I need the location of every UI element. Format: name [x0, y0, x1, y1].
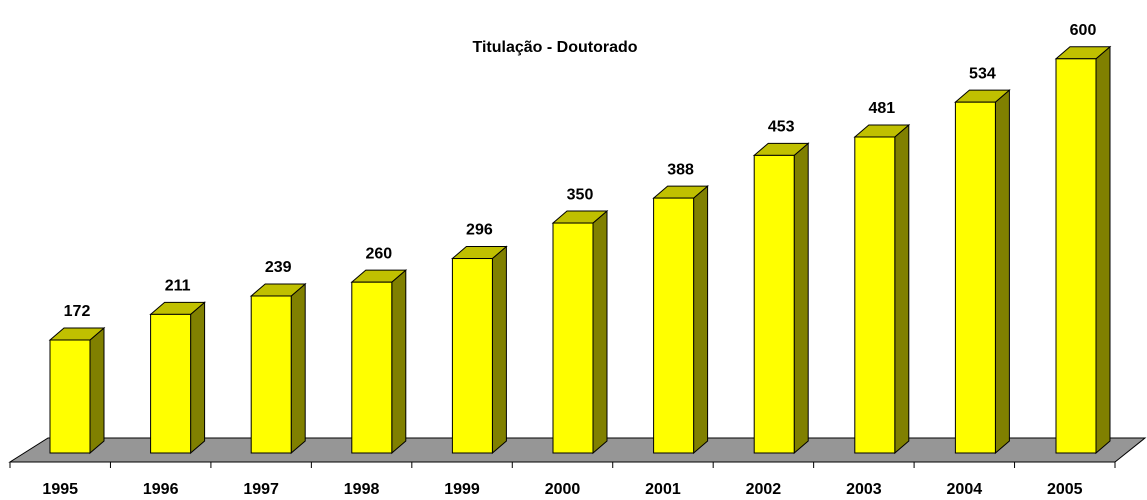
- chart-title: Titulação - Doutorado: [472, 39, 637, 56]
- bar-side: [693, 184, 709, 455]
- bar-side: [994, 89, 1010, 455]
- x-tick-label: 2004: [947, 481, 983, 498]
- data-label: 239: [265, 259, 292, 276]
- data-label: 260: [365, 245, 392, 262]
- data-label: 296: [466, 222, 493, 239]
- x-tick-label: 1999: [444, 481, 480, 498]
- bar: [1055, 58, 1097, 454]
- data-label: 481: [868, 100, 895, 117]
- x-tick-label: 2002: [746, 481, 782, 498]
- data-label: 453: [768, 119, 795, 136]
- data-label: 211: [165, 278, 191, 295]
- x-tick-label: 2001: [645, 481, 681, 498]
- bar: [552, 222, 594, 454]
- bar-side: [190, 301, 206, 455]
- bar-side: [491, 245, 507, 455]
- bar-side: [1095, 45, 1111, 455]
- bar: [451, 258, 493, 454]
- data-label: 534: [969, 65, 996, 82]
- bar-side: [793, 142, 809, 455]
- bar-side: [89, 326, 105, 455]
- x-tick-label: 1998: [344, 481, 380, 498]
- bar: [351, 281, 393, 454]
- x-tick-label: 2005: [1047, 481, 1083, 498]
- bar: [150, 313, 192, 454]
- bar: [250, 295, 292, 454]
- data-label: 388: [667, 161, 694, 178]
- bar-side: [391, 269, 407, 455]
- bar: [753, 154, 795, 454]
- bar: [49, 339, 91, 454]
- bar: [954, 101, 996, 454]
- x-tick-label: 2003: [846, 481, 882, 498]
- x-tick-label: 1997: [243, 481, 279, 498]
- bar: [653, 197, 695, 454]
- bar: [854, 136, 896, 454]
- x-tick-label: 1995: [42, 481, 78, 498]
- bar-side: [290, 282, 306, 455]
- bar-side: [894, 123, 910, 455]
- data-label: 172: [64, 303, 91, 320]
- bar-side: [592, 209, 608, 455]
- data-label: 350: [567, 186, 594, 203]
- x-tick-label: 1996: [143, 481, 179, 498]
- data-label: 600: [1070, 22, 1097, 39]
- x-tick-label: 2000: [545, 481, 581, 498]
